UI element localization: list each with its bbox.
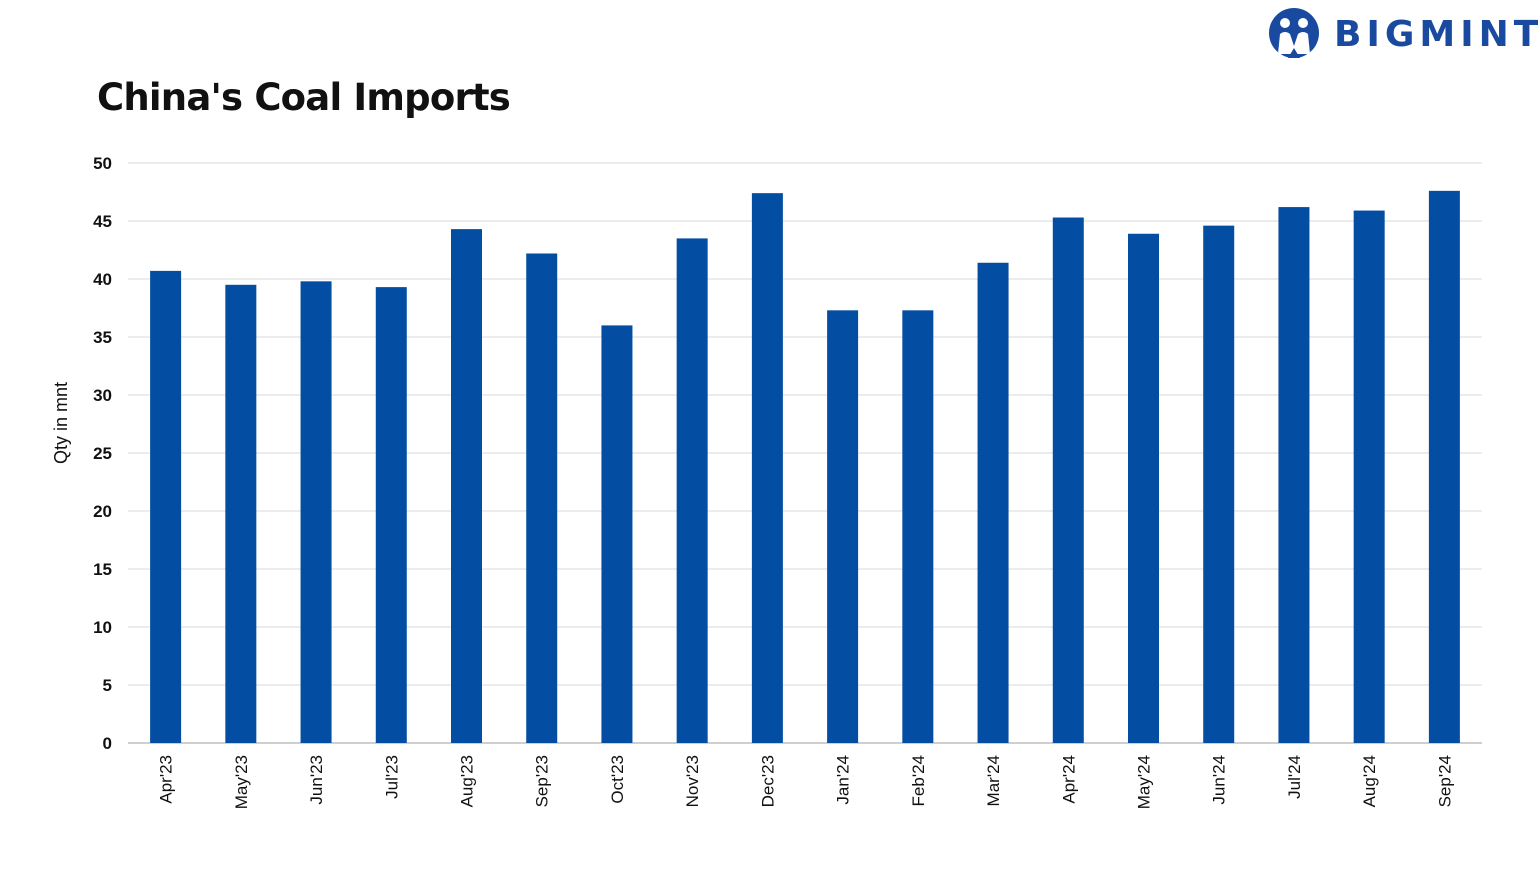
y-axis-title: Qty in mnt — [51, 382, 71, 464]
x-tick-label: Jan'24 — [834, 755, 853, 805]
y-tick-label: 45 — [93, 212, 112, 231]
bar — [1203, 225, 1235, 743]
x-tick-label: Aug'24 — [1360, 755, 1379, 807]
chart-title: China's Coal Imports — [97, 76, 511, 119]
bar — [1128, 233, 1159, 743]
x-tick-label: Nov'23 — [683, 755, 702, 807]
x-tick-label: Apr'24 — [1059, 755, 1078, 804]
x-tick-label: May'23 — [232, 755, 251, 809]
y-tick-label: 25 — [93, 444, 112, 463]
y-tick-label: 0 — [103, 734, 112, 753]
y-tick-label: 50 — [93, 154, 112, 173]
x-tick-label: Apr'23 — [157, 755, 176, 804]
y-tick-label: 15 — [93, 560, 112, 579]
bar — [1052, 217, 1084, 743]
x-axis-ticks: Apr'23 May'23 Jun'23 Jul'23 Aug'23 Sep'23 Oct'… — [157, 755, 1455, 809]
y-tick-label: 40 — [93, 270, 112, 289]
x-tick-label: Mar'24 — [984, 755, 1003, 806]
bar — [225, 284, 257, 743]
x-tick-label: Dec'23 — [758, 755, 777, 807]
bar — [1353, 210, 1385, 743]
bars — [150, 190, 1460, 744]
x-tick-label: Feb'24 — [909, 755, 928, 806]
x-tick-label: Jun'24 — [1210, 755, 1229, 805]
x-tick-label: Aug'23 — [458, 755, 477, 807]
bar — [375, 287, 407, 743]
bar — [676, 238, 708, 743]
bar — [150, 270, 182, 743]
x-tick-label: Oct'23 — [608, 755, 627, 804]
x-tick-label: Jun'23 — [307, 755, 326, 805]
brand-name: BIGMINT — [1334, 14, 1538, 55]
bar — [977, 262, 1009, 743]
y-tick-label: 20 — [93, 502, 112, 521]
bar — [1428, 190, 1460, 744]
x-tick-label: Sep'24 — [1435, 755, 1454, 807]
bigmint-logo-icon — [1269, 8, 1319, 58]
bar — [451, 229, 482, 743]
bar — [601, 325, 633, 743]
x-tick-label: May'24 — [1135, 755, 1154, 809]
brand-logo: BIGMINT — [1268, 6, 1538, 64]
gridlines — [128, 162, 1482, 744]
y-tick-label: 10 — [93, 618, 112, 637]
y-tick-label: 30 — [93, 386, 112, 405]
x-tick-label: Jul'23 — [382, 755, 401, 799]
bar — [751, 193, 783, 743]
y-tick-label: 5 — [103, 676, 112, 695]
bar — [1278, 207, 1310, 743]
x-tick-label: Jul'24 — [1285, 755, 1304, 799]
bar — [526, 253, 558, 744]
x-tick-label: Sep'23 — [533, 755, 552, 807]
bar — [902, 310, 934, 743]
y-tick-label: 35 — [93, 328, 112, 347]
bar — [827, 310, 859, 743]
y-axis-ticks: 0 5 10 15 20 25 30 35 40 45 50 — [93, 154, 112, 753]
bar — [300, 281, 332, 743]
